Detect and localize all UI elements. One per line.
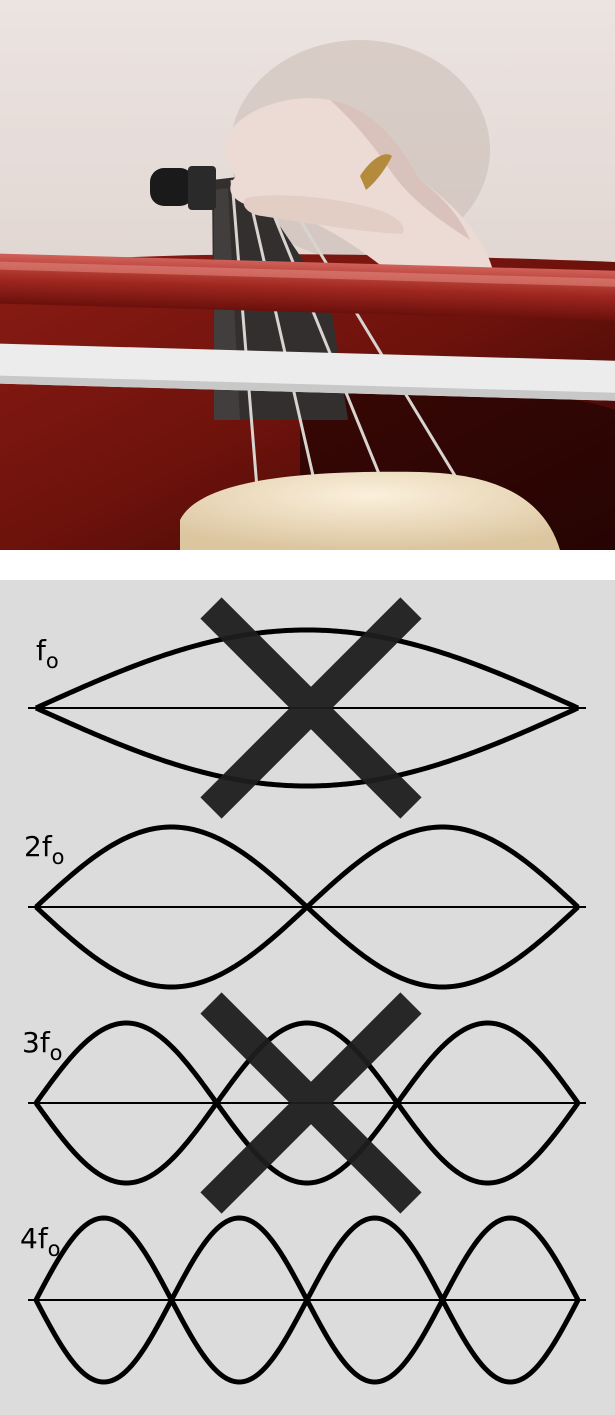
wave-envelope-lower [33, 1215, 581, 1385]
fine-tuner [150, 168, 194, 206]
wave-envelope-lower [34, 705, 580, 789]
harmonic-label: 4fo [20, 1222, 61, 1261]
cross-out-stroke-2 [200, 992, 422, 1214]
harmonic-row-3: 3fo [22, 992, 586, 1214]
harmonic-row-4: 4fo [20, 1215, 586, 1385]
bow-stick-highlight [0, 261, 615, 288]
fine-tuner-clamp [188, 166, 216, 210]
harmonic-label: 3fo [22, 1026, 63, 1065]
wave-envelope-upper [33, 1020, 581, 1186]
cello-bridge [180, 471, 560, 550]
harmonic-label: fo [36, 634, 59, 673]
bow-hair-shade [0, 375, 615, 402]
harmonic-row-2: 2fo [24, 824, 586, 990]
cross-out-mark [200, 992, 422, 1214]
cross-out-mark [200, 597, 422, 819]
harmonic-label: 2fo [24, 830, 65, 869]
wave-envelope-upper [34, 627, 580, 711]
wave-envelope-lower [34, 824, 580, 990]
hand-shadow [330, 100, 470, 240]
harmonic-row-1: fo [28, 597, 586, 819]
cross-out-stroke-2 [200, 597, 422, 819]
wave-envelope-lower [33, 1020, 581, 1186]
cello-harmonic-photo [0, 0, 615, 550]
hand [225, 98, 497, 300]
ring-icon [360, 154, 392, 190]
hand-finger [243, 195, 404, 234]
harmonics-diagram: fo 2fo 3fo 4fo [20, 597, 586, 1385]
harmonics-diagram-panel: fo 2fo 3fo 4fo [0, 580, 615, 1415]
